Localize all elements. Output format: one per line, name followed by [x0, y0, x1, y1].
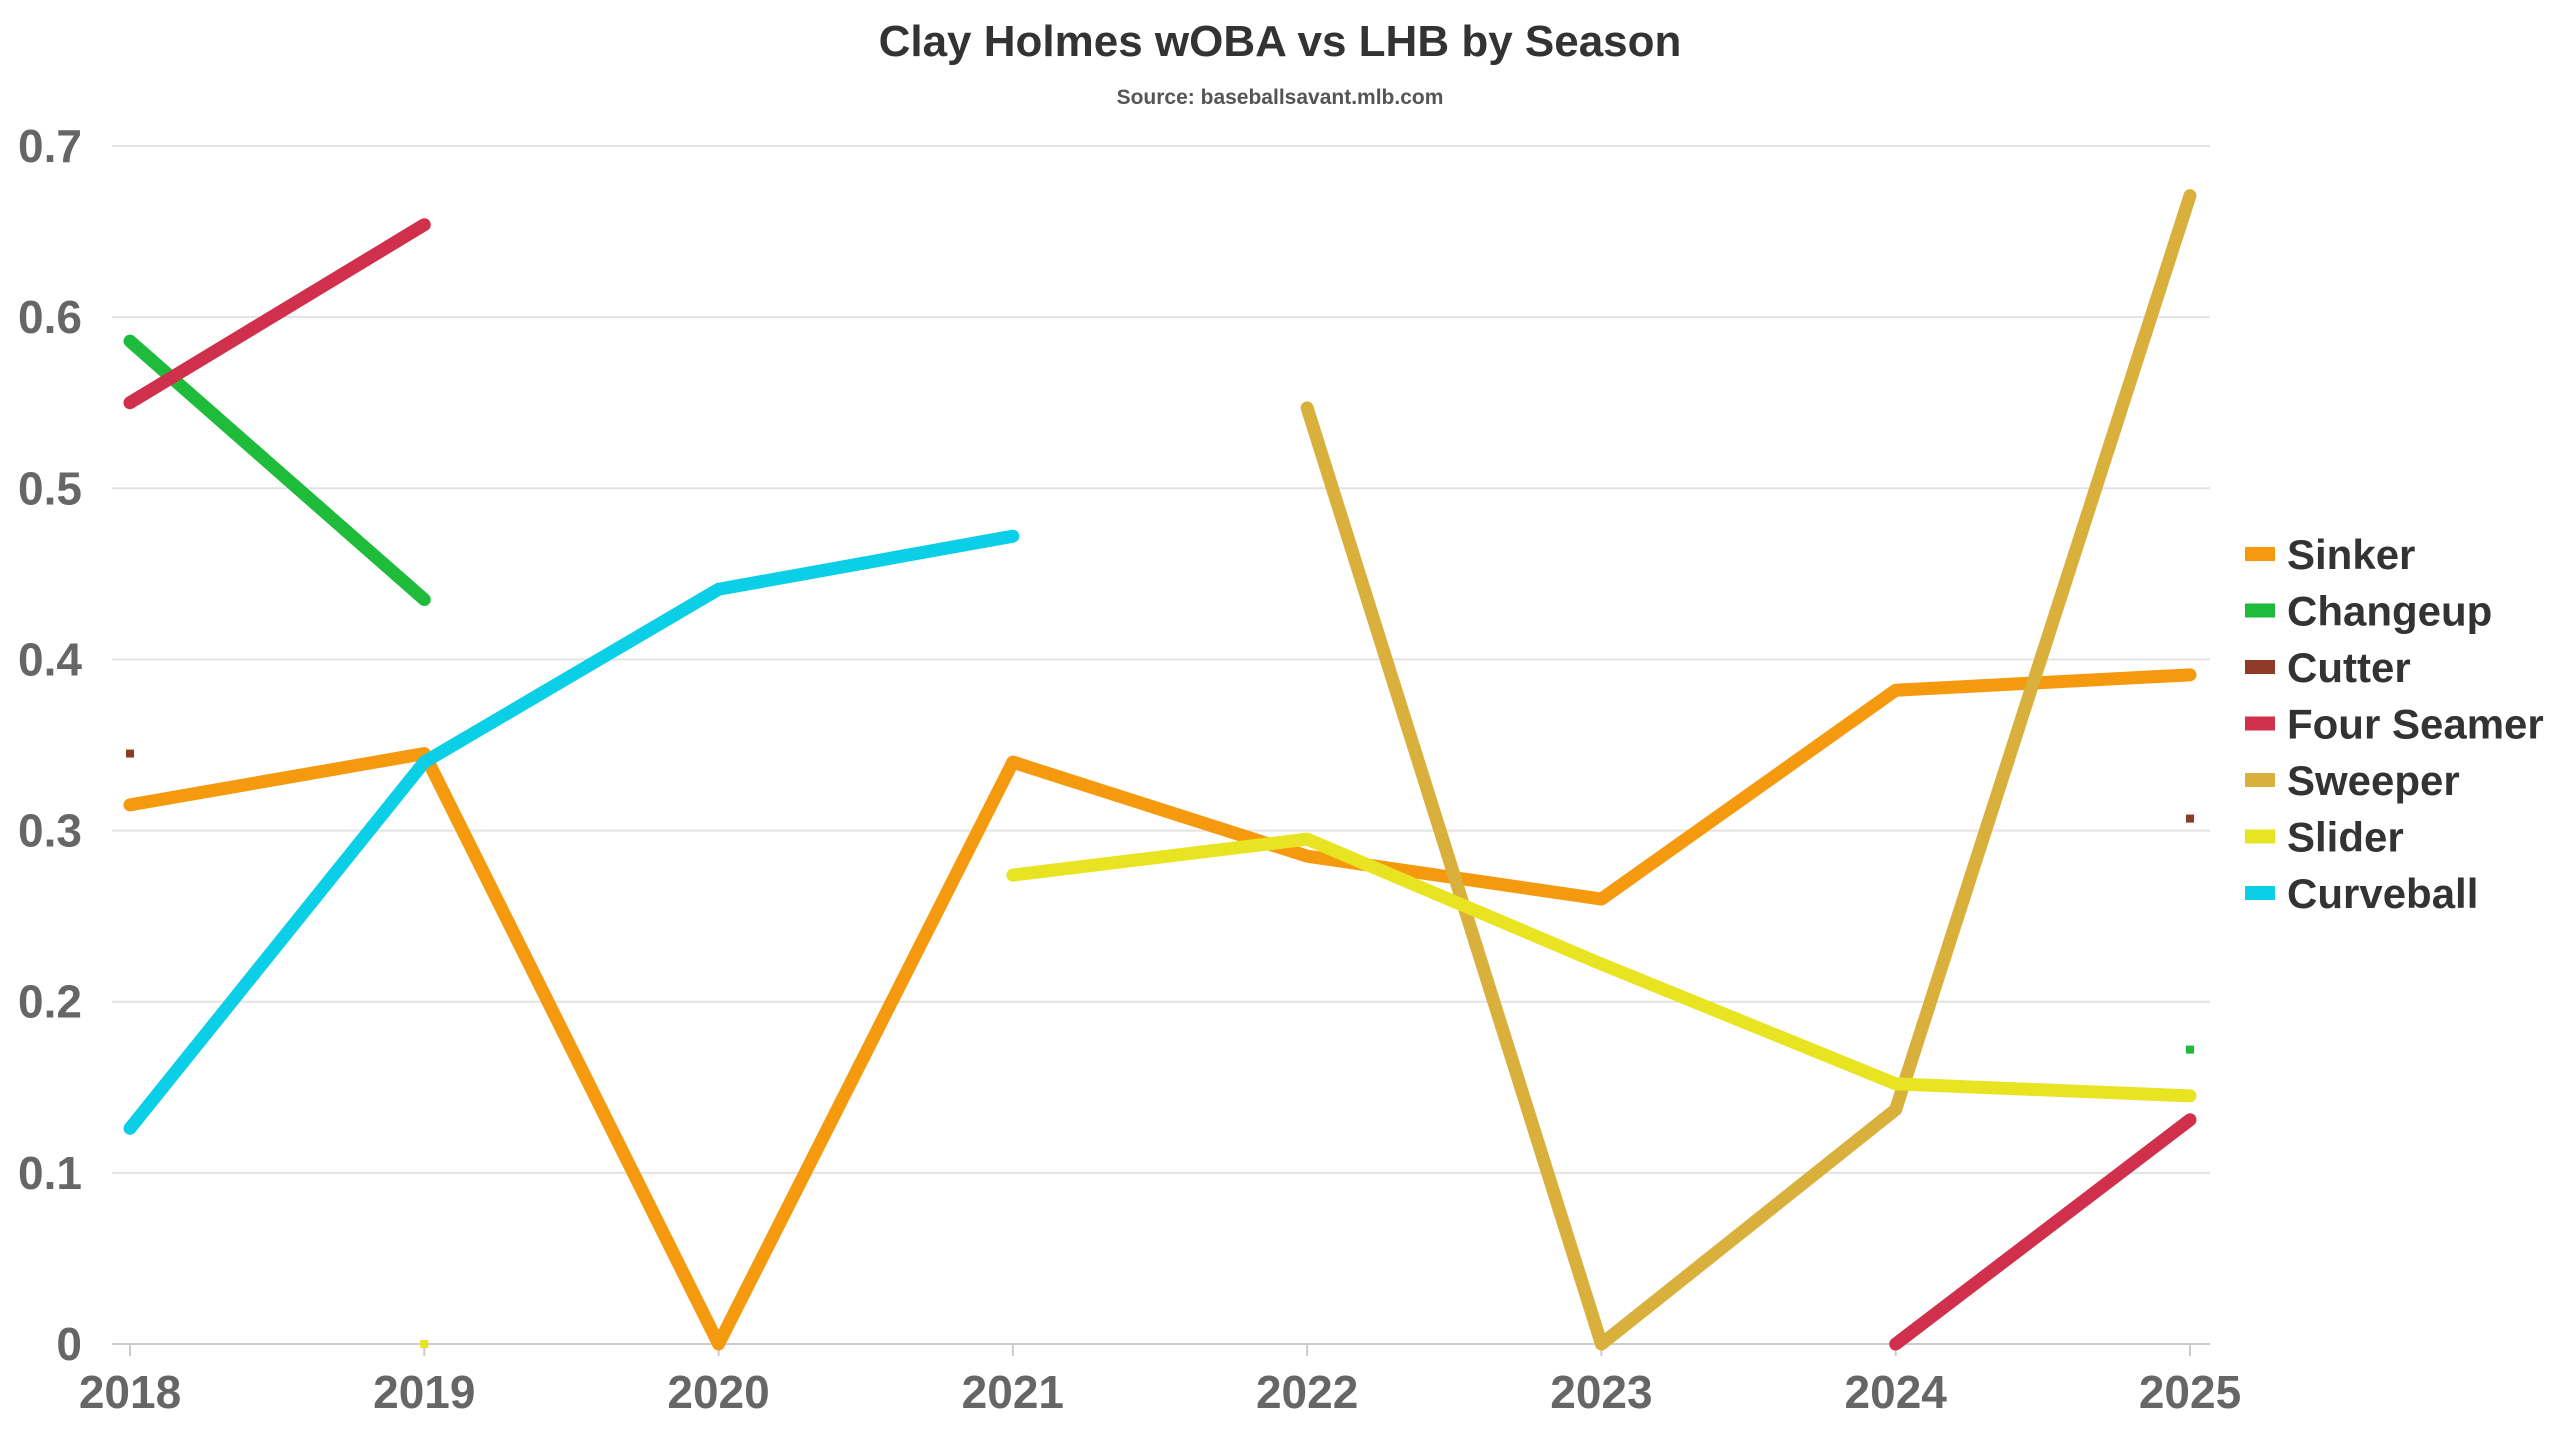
- data-point: [126, 749, 134, 758]
- data-point: [718, 1343, 720, 1345]
- data-point: [1895, 1083, 1897, 1085]
- y-tick-label: 0.1: [18, 1147, 82, 1199]
- legend-swatch: [2245, 660, 2275, 674]
- data-point: [2189, 674, 2191, 676]
- legend-swatch: [2245, 773, 2275, 787]
- data-point: [1306, 838, 1308, 840]
- legend-item: Curveball: [2245, 870, 2478, 917]
- legend-label: Four Seamer: [2287, 701, 2544, 748]
- data-point: [129, 402, 131, 404]
- series-line: [123, 529, 1020, 1135]
- data-point: [423, 224, 425, 226]
- series-slider: [420, 832, 2197, 1348]
- series-changeup: [123, 334, 2194, 1054]
- series-line: [1006, 832, 2197, 1103]
- legend-swatch: [2245, 603, 2275, 618]
- legend-label: Changeup: [2287, 588, 2492, 635]
- legend-label: Curveball: [2287, 870, 2478, 917]
- y-tick-label: 0.6: [18, 291, 82, 343]
- data-point: [129, 340, 131, 342]
- legend-item: Four Seamer: [2245, 701, 2544, 748]
- legend-swatch: [2245, 829, 2275, 844]
- x-tick-label: 2025: [2139, 1366, 2241, 1418]
- chart-title: Clay Holmes wOBA vs LHB by Season: [879, 17, 1682, 66]
- data-point: [420, 1340, 429, 1348]
- series-lines: [123, 189, 2197, 1351]
- legend-swatch: [2245, 886, 2275, 900]
- series-curveball: [123, 529, 1020, 1135]
- x-tick-label: 2021: [962, 1366, 1064, 1418]
- series-line: [123, 668, 2197, 1351]
- legend-item: Sweeper: [2245, 757, 2460, 804]
- data-point: [1895, 689, 1897, 691]
- x-tick-label: 2019: [373, 1366, 475, 1418]
- x-tick-label: 2023: [1550, 1366, 1652, 1418]
- data-point: [1306, 855, 1308, 857]
- y-tick-label: 0.5: [18, 462, 82, 514]
- chart-subtitle: Source: baseballsavant.mlb.com: [1117, 86, 1444, 109]
- y-tick-label: 0.7: [18, 120, 82, 172]
- data-point: [129, 804, 131, 806]
- data-point: [1012, 874, 1014, 876]
- data-point: [2189, 1095, 2191, 1097]
- series-four-seamer: [123, 218, 2197, 1351]
- legend-item: Cutter: [2245, 644, 2411, 691]
- data-point: [1600, 898, 1602, 900]
- legend-label: Sinker: [2287, 531, 2415, 578]
- series-line: [1300, 189, 2197, 1351]
- y-tick-label: 0.3: [18, 805, 82, 857]
- legend-item: Slider: [2245, 814, 2404, 861]
- data-point: [1012, 761, 1014, 763]
- data-point: [2189, 195, 2191, 197]
- data-point: [2186, 1045, 2194, 1054]
- legend-item: Sinker: [2245, 531, 2415, 578]
- series-sweeper: [1300, 189, 2197, 1351]
- x-tick-label: 2020: [667, 1366, 769, 1418]
- series-line: [123, 218, 431, 410]
- y-tick-label: 0: [56, 1318, 82, 1370]
- data-point: [423, 753, 425, 755]
- x-tick-label: 2022: [1256, 1366, 1358, 1418]
- y-tick-label: 0.2: [18, 976, 82, 1028]
- data-point: [718, 588, 720, 590]
- legend-label: Cutter: [2287, 644, 2411, 691]
- legend-label: Sweeper: [2287, 757, 2460, 804]
- legend-item: Changeup: [2245, 588, 2492, 635]
- data-point: [2189, 1119, 2191, 1121]
- gridlines: [112, 145, 2210, 1174]
- legend: Sinker Changeup Cutter Four Seamer Sweeper Sl…: [2245, 531, 2544, 917]
- y-tick-label: 0.4: [18, 633, 82, 685]
- data-point: [423, 761, 425, 763]
- legend-label: Slider: [2287, 814, 2404, 861]
- legend-swatch: [2245, 547, 2275, 561]
- data-point: [1600, 1343, 1602, 1345]
- data-point: [1012, 535, 1014, 537]
- data-point: [1895, 1109, 1897, 1111]
- x-tick-label: 2018: [79, 1366, 181, 1418]
- series-sinker: [123, 668, 2197, 1351]
- x-tick-label: 2024: [1845, 1366, 1948, 1418]
- data-point: [423, 599, 425, 601]
- data-point: [1895, 1343, 1897, 1345]
- data-point: [1306, 407, 1308, 409]
- axes: 0 0.1 0.2 0.3 0.4 0.5 0.6 0.7 2018 2019 2020 2021 20…: [18, 120, 2241, 1418]
- data-point: [1600, 963, 1602, 965]
- data-point: [2186, 814, 2194, 823]
- series-cutter: [126, 749, 2194, 823]
- series-line: [123, 334, 431, 607]
- legend-swatch: [2245, 716, 2275, 731]
- series-line: [1889, 1113, 2197, 1351]
- data-point: [129, 1127, 131, 1129]
